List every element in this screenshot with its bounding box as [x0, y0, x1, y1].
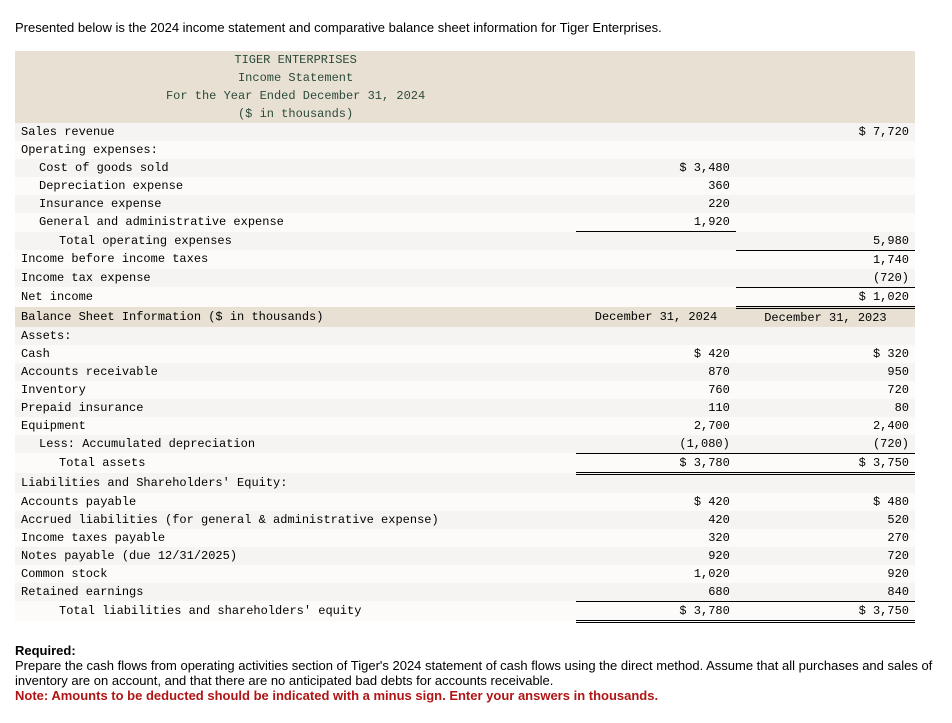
accdep-2023: (720)	[736, 435, 915, 454]
cs-2024: 1,020	[576, 565, 736, 583]
cash-label: Cash	[15, 345, 576, 363]
total-op-value: 5,980	[736, 232, 915, 251]
cogs-value: $ 3,480	[576, 159, 736, 177]
accdep-2024: (1,080)	[576, 435, 736, 454]
re-2023: 840	[736, 583, 915, 602]
ta-2024: $ 3,780	[576, 453, 736, 473]
ta-label: Total assets	[15, 453, 576, 473]
inv-label: Inventory	[15, 381, 576, 399]
ga-label: General and administrative expense	[15, 213, 576, 232]
ins-value: 220	[576, 195, 736, 213]
inv-2024: 760	[576, 381, 736, 399]
ap-2024: $ 420	[576, 493, 736, 511]
ar-2023: 950	[736, 363, 915, 381]
op-exp-label: Operating expenses:	[15, 141, 576, 159]
equip-label: Equipment	[15, 417, 576, 435]
intro-text: Presented below is the 2024 income state…	[15, 20, 937, 35]
ar-label: Accounts receivable	[15, 363, 576, 381]
cash-2023: $ 320	[736, 345, 915, 363]
accr-2024: 420	[576, 511, 736, 529]
itp-label: Income taxes payable	[15, 529, 576, 547]
np-label: Notes payable (due 12/31/2025)	[15, 547, 576, 565]
required-label: Required:	[15, 643, 937, 658]
cs-label: Common stock	[15, 565, 576, 583]
cogs-label: Cost of goods sold	[15, 159, 576, 177]
liab-label: Liabilities and Shareholders' Equity:	[15, 473, 576, 493]
tle-2023: $ 3,750	[736, 601, 915, 621]
tle-2024: $ 3,780	[576, 601, 736, 621]
required-note: Note: Amounts to be deducted should be i…	[15, 688, 937, 703]
itp-2024: 320	[576, 529, 736, 547]
total-op-label: Total operating expenses	[15, 232, 576, 251]
stmt-header-line3: For the Year Ended December 31, 2024	[15, 87, 576, 105]
required-text: Prepare the cash flows from operating ac…	[15, 658, 937, 688]
ar-2024: 870	[576, 363, 736, 381]
net-income-label: Net income	[15, 287, 576, 307]
financial-table: TIGER ENTERPRISES Income Statement For t…	[15, 51, 915, 623]
bs-colhdr-2023: December 31, 2023	[736, 307, 915, 327]
ins-label: Insurance expense	[15, 195, 576, 213]
required-block: Required: Prepare the cash flows from op…	[15, 643, 937, 703]
tax-label: Income tax expense	[15, 269, 576, 288]
tle-label: Total liabilities and shareholders' equi…	[15, 601, 576, 621]
dep-value: 360	[576, 177, 736, 195]
inc-before-tax-value: 1,740	[736, 250, 915, 269]
ta-2023: $ 3,750	[736, 453, 915, 473]
itp-2023: 270	[736, 529, 915, 547]
bs-colhdr-2024: December 31, 2024	[576, 307, 736, 327]
prepaid-2023: 80	[736, 399, 915, 417]
accdep-label: Less: Accumulated depreciation	[15, 435, 576, 454]
stmt-header-line2: Income Statement	[15, 69, 576, 87]
dep-label: Depreciation expense	[15, 177, 576, 195]
stmt-header-line4: ($ in thousands)	[15, 105, 576, 123]
re-label: Retained earnings	[15, 583, 576, 602]
equip-2024: 2,700	[576, 417, 736, 435]
sales-revenue-value: $ 7,720	[736, 123, 915, 141]
tax-value: (720)	[736, 269, 915, 288]
inv-2023: 720	[736, 381, 915, 399]
prepaid-label: Prepaid insurance	[15, 399, 576, 417]
cs-2023: 920	[736, 565, 915, 583]
ap-label: Accounts payable	[15, 493, 576, 511]
accr-label: Accrued liabilities (for general & admin…	[15, 511, 576, 529]
sales-revenue-label: Sales revenue	[15, 123, 576, 141]
assets-label: Assets:	[15, 327, 576, 345]
ga-value: 1,920	[576, 213, 736, 232]
bs-title: Balance Sheet Information ($ in thousand…	[15, 307, 576, 327]
prepaid-2024: 110	[576, 399, 736, 417]
re-2024: 680	[576, 583, 736, 602]
stmt-header-line1: TIGER ENTERPRISES	[15, 51, 576, 69]
accr-2023: 520	[736, 511, 915, 529]
np-2023: 720	[736, 547, 915, 565]
np-2024: 920	[576, 547, 736, 565]
ap-2023: $ 480	[736, 493, 915, 511]
cash-2024: $ 420	[576, 345, 736, 363]
equip-2023: 2,400	[736, 417, 915, 435]
inc-before-tax-label: Income before income taxes	[15, 250, 576, 269]
net-income-value: $ 1,020	[736, 287, 915, 307]
